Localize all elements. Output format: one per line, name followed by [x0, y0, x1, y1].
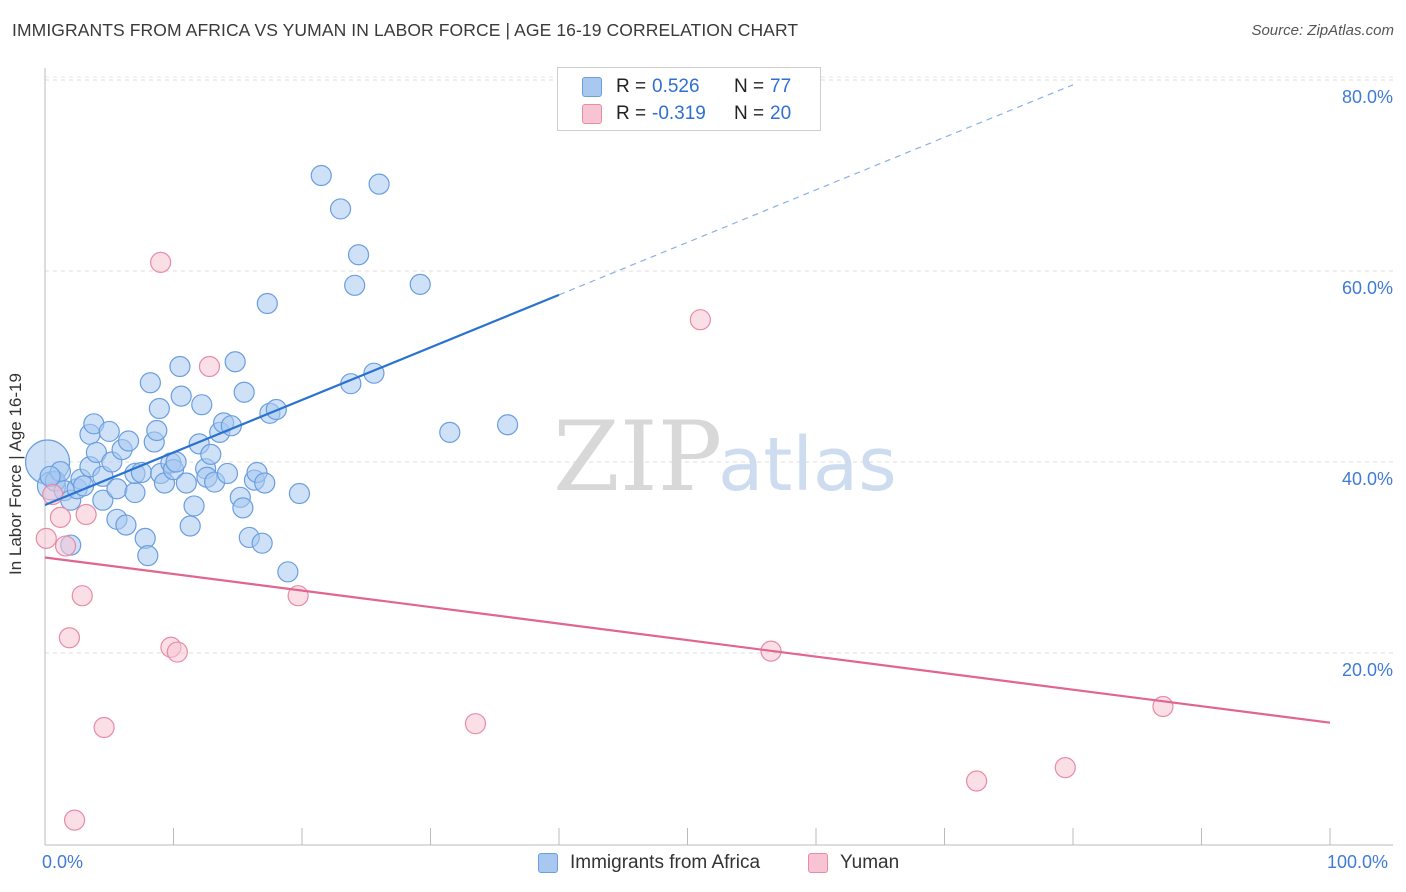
point-africa: [310, 164, 332, 187]
legend-r-label: R =: [616, 76, 647, 97]
point-africa: [115, 514, 137, 536]
x-tick-label-max: 100.0%: [1327, 852, 1389, 872]
point-africa: [347, 244, 370, 266]
point-africa: [106, 478, 128, 500]
point-yuman: [63, 809, 86, 831]
point-yuman: [966, 770, 988, 792]
point-africa: [191, 394, 213, 416]
trend-line-africa-extension: [558, 84, 1074, 296]
point-africa: [39, 465, 61, 487]
point-africa: [139, 372, 161, 394]
point-africa: [98, 420, 120, 443]
point-africa: [92, 489, 114, 511]
point-africa: [254, 472, 276, 494]
point-yuman: [75, 503, 97, 526]
source-label: Source: ZipAtlas.com: [1251, 22, 1394, 39]
y-tick-label: 20.0%: [1341, 660, 1393, 680]
series-africa-points: [24, 164, 519, 583]
series-yuman-points: [35, 251, 1174, 831]
y-tick-label: 80.0%: [1341, 87, 1393, 107]
legend-n-value: 77: [770, 76, 792, 97]
series-legend: Immigrants from Africa Yuman: [0, 852, 1406, 878]
y-tick-label: 40.0%: [1341, 469, 1393, 489]
watermark-zip: ZIP: [553, 401, 722, 513]
legend-item-yuman[interactable]: Yuman: [808, 852, 899, 874]
point-africa: [233, 381, 255, 403]
point-yuman: [58, 627, 81, 649]
y-tick-label: 60.0%: [1341, 278, 1393, 298]
point-africa: [256, 292, 278, 315]
point-africa: [117, 430, 140, 452]
point-africa: [175, 472, 197, 494]
legend-swatch-yuman: [808, 853, 828, 873]
point-africa: [200, 443, 222, 465]
point-africa: [85, 441, 108, 464]
point-africa: [277, 561, 299, 583]
point-africa: [183, 495, 205, 517]
grid-lines: [45, 76, 1393, 654]
point-africa: [216, 462, 239, 485]
legend-swatch-africa: [538, 853, 558, 873]
point-yuman: [49, 506, 72, 528]
legend-label-yuman: Yuman: [840, 852, 900, 873]
point-africa: [439, 421, 461, 443]
point-yuman: [198, 355, 221, 378]
point-yuman: [93, 716, 115, 739]
legend-r-value: 0.526: [652, 76, 700, 97]
trend-line-africa: [44, 293, 560, 506]
y-axis-label: In Labor Force | Age 16-19: [6, 373, 25, 575]
chart-title: IMMIGRANTS FROM AFRICA VS YUMAN IN LABOR…: [12, 20, 799, 40]
legend-r-value: -0.319: [652, 103, 706, 124]
point-africa: [179, 515, 201, 537]
point-africa: [344, 274, 366, 296]
point-africa: [329, 198, 352, 220]
trend-lines: [44, 84, 1331, 724]
point-africa: [146, 419, 168, 442]
point-africa: [169, 355, 191, 378]
point-yuman: [166, 641, 188, 663]
point-yuman: [689, 309, 711, 331]
point-yuman: [150, 251, 172, 274]
legend-swatch-yuman: [582, 104, 602, 124]
point-africa: [368, 173, 390, 195]
point-africa: [137, 544, 159, 567]
legend-item-africa[interactable]: Immigrants from Africa: [538, 852, 760, 874]
point-africa: [224, 351, 246, 373]
legend-n-value: 20: [770, 103, 792, 124]
point-africa: [124, 481, 146, 504]
legend-swatch-africa: [582, 77, 602, 97]
point-yuman: [464, 713, 487, 735]
point-africa: [497, 414, 519, 436]
x-tick-label-min: 0.0%: [42, 852, 84, 872]
point-africa: [251, 532, 273, 554]
point-africa: [170, 385, 192, 407]
legend-r-label: R =: [616, 103, 647, 124]
point-yuman: [1054, 756, 1076, 779]
legend-label-africa: Immigrants from Africa: [570, 852, 761, 873]
point-yuman: [54, 535, 77, 557]
point-africa: [148, 397, 170, 420]
legend-n-label: N =: [734, 76, 765, 97]
point-africa: [409, 273, 431, 295]
legend-row-africa: R = 0.526 N = 77: [558, 74, 791, 100]
trend-line-yuman: [44, 556, 1331, 724]
point-africa: [232, 497, 254, 519]
legend-n-label: N =: [734, 103, 765, 124]
point-africa: [288, 482, 311, 505]
point-yuman: [71, 585, 93, 607]
watermark-atlas: atlas: [718, 422, 897, 508]
point-yuman: [35, 527, 57, 550]
legend-row-yuman: R = -0.319 N = 20: [558, 101, 791, 127]
stats-legend: R = 0.526 N = 77 R = -0.319 N = 20: [557, 67, 821, 131]
